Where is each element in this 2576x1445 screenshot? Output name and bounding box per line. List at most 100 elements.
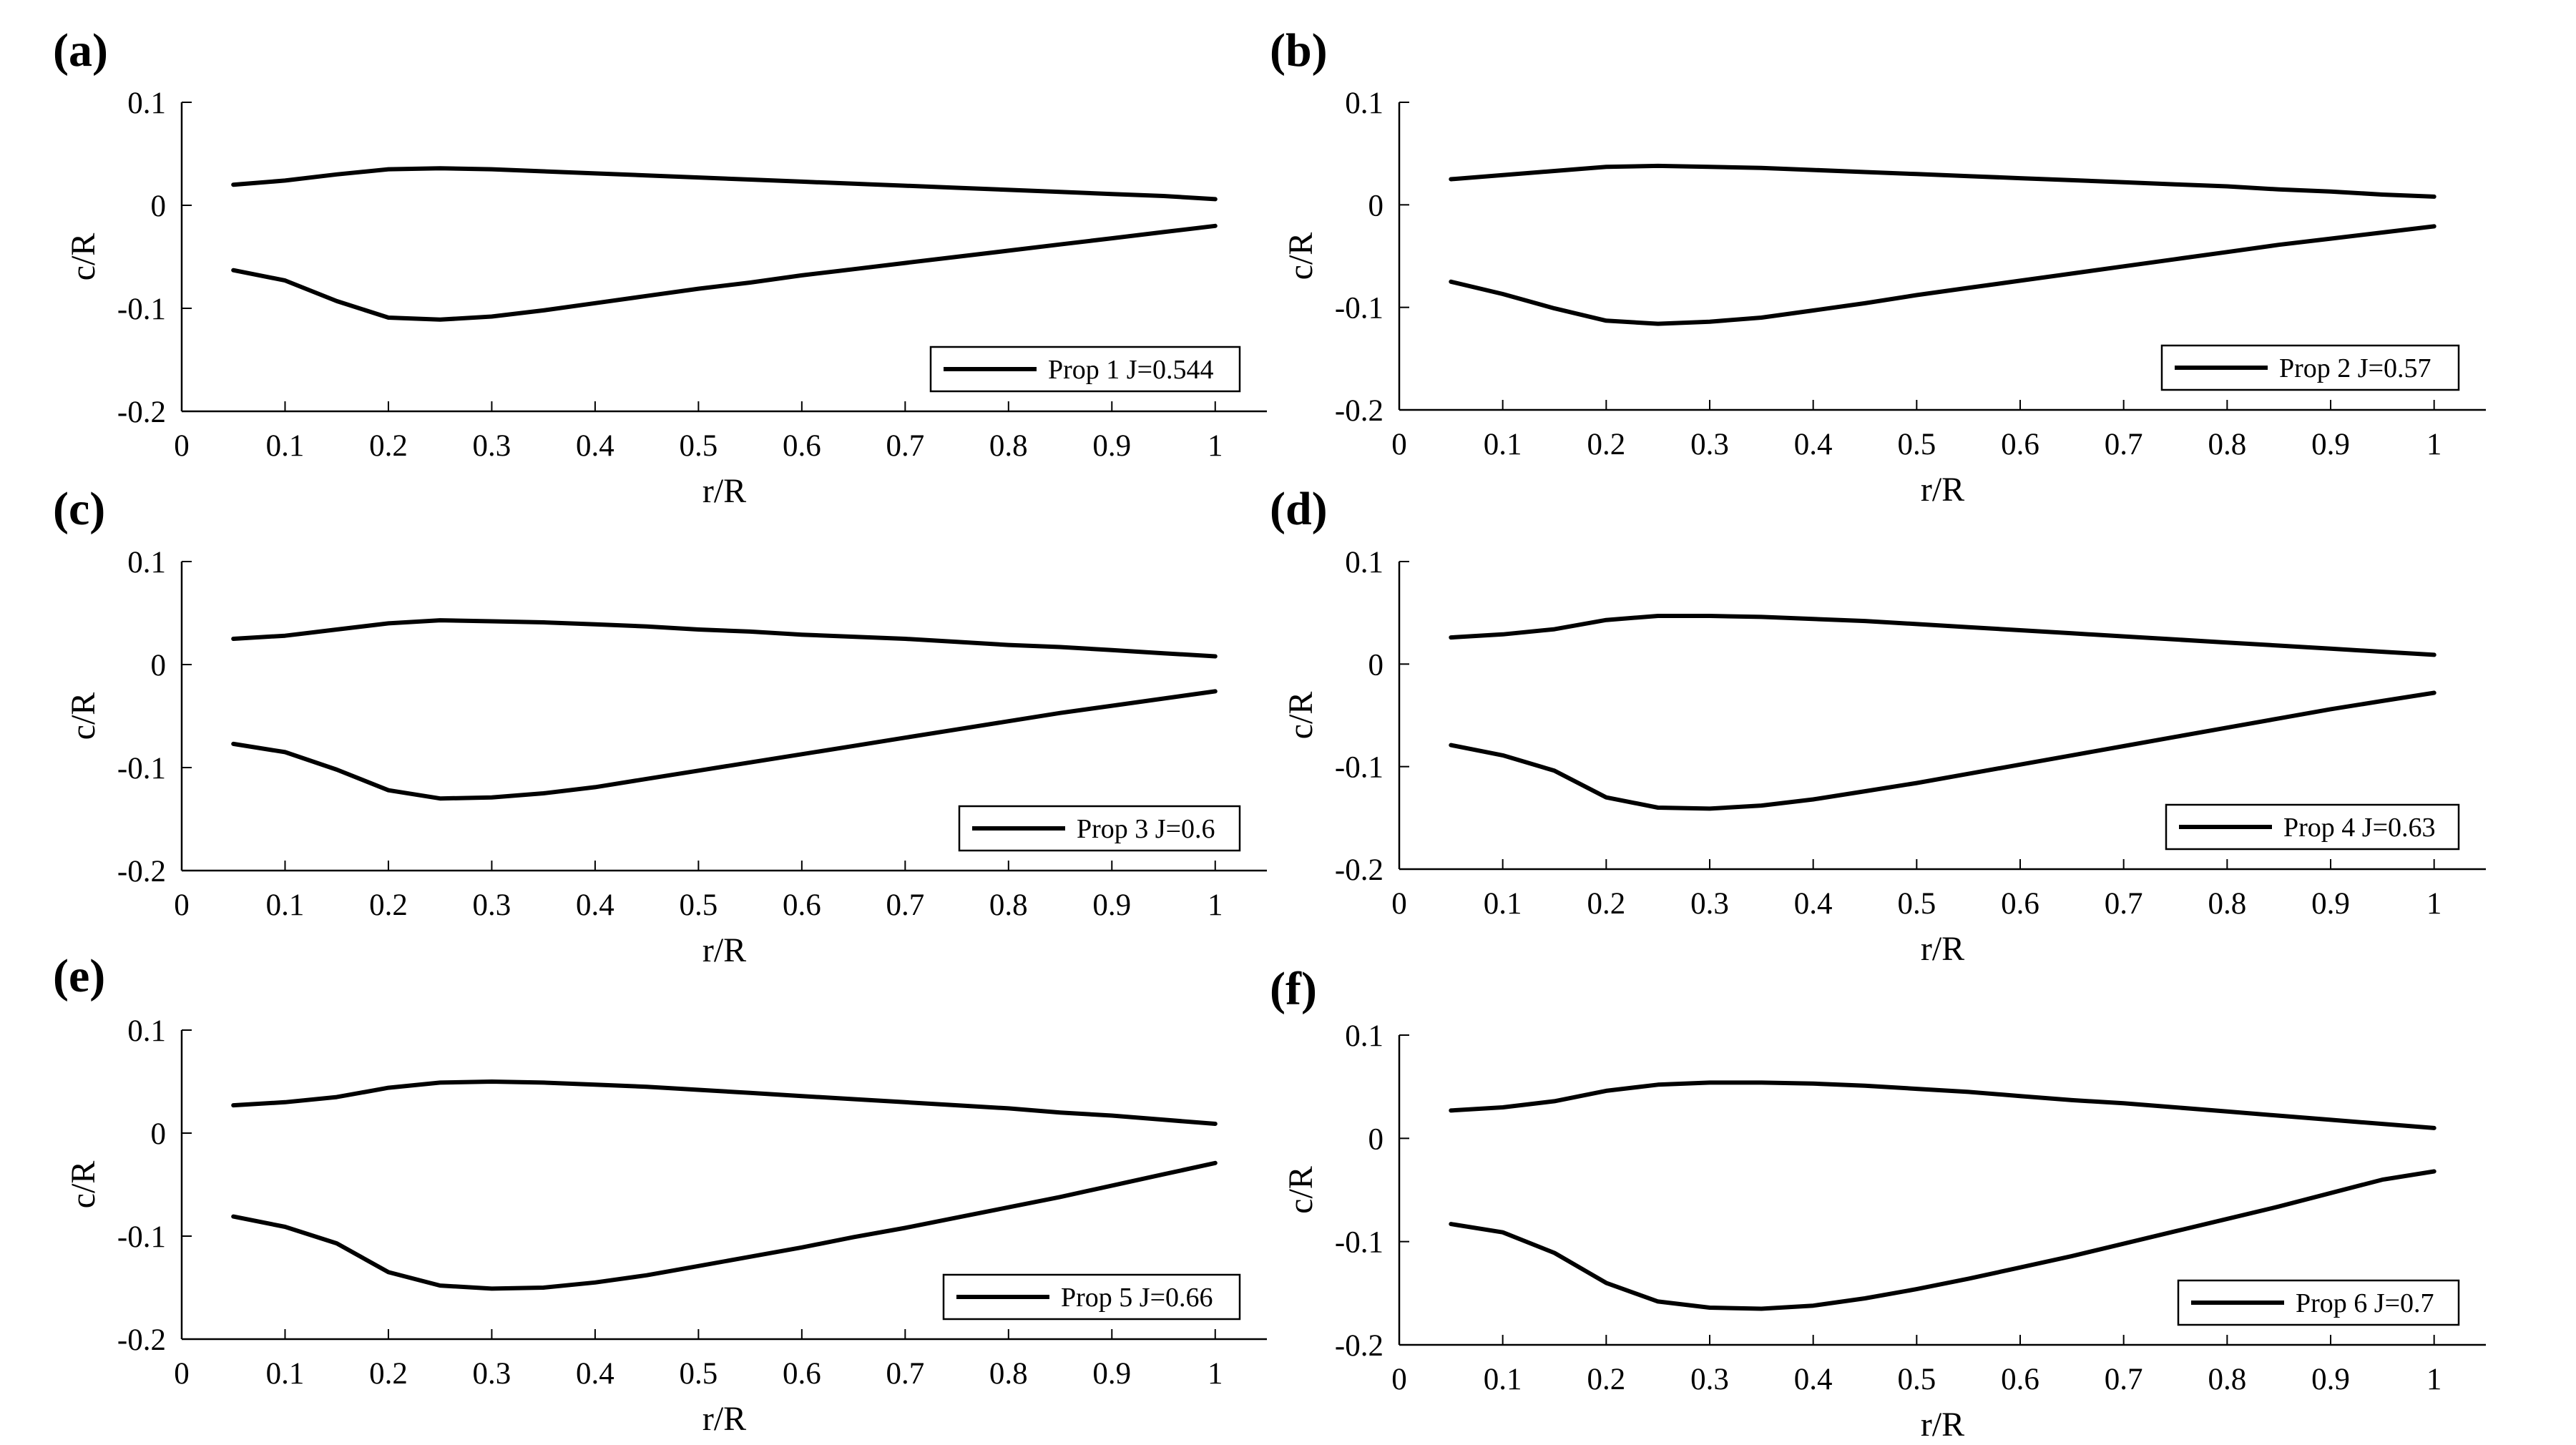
y-tick-label: 0.1 — [127, 87, 166, 120]
x-tick-label: 0.1 — [266, 429, 305, 463]
x-tick-label: 0.8 — [989, 429, 1028, 463]
x-tick-label: 0.3 — [473, 1357, 511, 1391]
legend: Prop 1 J=0.544 — [929, 346, 1241, 393]
x-tick-label: 0.9 — [2311, 1363, 2350, 1396]
x-tick-label: 0.4 — [576, 429, 614, 463]
y-tick-label: -0.1 — [1335, 751, 1384, 785]
panel-c: (c) 0 0.1 0.2 0.3 0.4 0.5 0.6 0.7 0.8 0.9 1 -0.2 -0.1… — [53, 483, 1267, 969]
x-tick-label: 0.4 — [1794, 887, 1833, 921]
x-tick-label: 0 — [174, 888, 190, 922]
x-axis-label: r/R — [1921, 930, 1964, 968]
panel-label: (a) — [53, 24, 108, 77]
legend-box — [958, 805, 1241, 852]
x-axis-label: r/R — [702, 1400, 746, 1438]
x-tick-label: 0 — [174, 1357, 190, 1391]
y-axis-label: c/R — [64, 233, 102, 281]
x-tick-label: 0.2 — [369, 888, 408, 922]
series-line-upper — [231, 166, 1218, 202]
x-tick-label: 0.8 — [989, 888, 1028, 922]
x-tick-label: 1 — [2426, 1363, 2442, 1396]
x-tick-label: 0.4 — [576, 888, 614, 922]
y-tick-label: 0.1 — [127, 546, 166, 579]
series-line-lower — [1449, 224, 2437, 326]
legend-label: Prop 5 J=0.66 — [1061, 1283, 1213, 1313]
series-line-lower — [231, 1160, 1218, 1291]
y-tick-label: 0 — [1368, 648, 1384, 682]
series-line-upper — [231, 1079, 1218, 1126]
x-tick-label: 0 — [174, 429, 190, 463]
y-tick-label: -0.2 — [1335, 1329, 1384, 1363]
y-tick-label: 0 — [1368, 189, 1384, 222]
x-tick-label: 0.2 — [1587, 428, 1625, 461]
x-tick-label: 0.6 — [2001, 887, 2039, 921]
x-tick-label: 0.6 — [783, 429, 821, 463]
x-tick-label: 1 — [1208, 888, 1223, 922]
y-tick-label: 0 — [151, 649, 167, 682]
x-tick-label: 0.3 — [473, 888, 511, 922]
x-tick-label: 0.6 — [2001, 428, 2039, 461]
x-tick-label: 0.9 — [1092, 429, 1131, 463]
x-tick-label: 0.1 — [266, 888, 305, 922]
y-tick-label: -0.1 — [117, 1220, 166, 1254]
x-tick-label: 0 — [1391, 428, 1407, 461]
x-tick-label: 0.1 — [266, 1357, 305, 1391]
y-tick-label: 0 — [151, 1117, 167, 1151]
x-tick-label: 0.6 — [2001, 1363, 2039, 1396]
y-tick-label: -0.2 — [1335, 853, 1384, 887]
x-tick-label: 1 — [1208, 1357, 1223, 1391]
y-tick-label: -0.1 — [117, 293, 166, 326]
x-tick-label: 0.8 — [2208, 887, 2246, 921]
legend: Prop 3 J=0.6 — [958, 805, 1241, 852]
x-tick-label: 0.2 — [1587, 1363, 1625, 1396]
y-tick-label: 0.1 — [1345, 87, 1384, 120]
panel-e: (e) 0 0.1 0.2 0.3 0.4 0.5 0.6 0.7 0.8 0.9 1 -0.2 -0.1… — [53, 950, 1267, 1438]
legend: Prop 6 J=0.7 — [2177, 1279, 2460, 1326]
x-tick-label: 0.5 — [680, 888, 718, 922]
y-axis-label: c/R — [1282, 692, 1320, 740]
x-tick-label: 0.8 — [989, 1357, 1028, 1391]
y-tick-label: -0.2 — [117, 1323, 166, 1357]
legend-label: Prop 4 J=0.63 — [2283, 813, 2436, 843]
x-axis-label: r/R — [702, 472, 746, 510]
legend: Prop 5 J=0.66 — [942, 1273, 1241, 1321]
legend-label: Prop 3 J=0.6 — [1077, 814, 1215, 844]
x-tick-label: 0.6 — [783, 888, 821, 922]
x-tick-label: 0.5 — [1897, 428, 1936, 461]
series-line-lower — [231, 689, 1218, 801]
x-tick-label: 0.2 — [369, 1357, 408, 1391]
x-tick-label: 1 — [1208, 429, 1223, 463]
x-tick-label: 0.1 — [1484, 1363, 1522, 1396]
x-tick-label: 0.3 — [1690, 428, 1729, 461]
panel-f: (f) 0 0.1 0.2 0.3 0.4 0.5 0.6 0.7 0.8 0.9 1 -0.2 -0.1… — [1270, 963, 2486, 1444]
legend: Prop 4 J=0.63 — [2165, 803, 2460, 851]
x-tick-label: 0.7 — [2105, 887, 2143, 921]
x-tick-label: 0 — [1391, 1363, 1407, 1396]
x-tick-label: 1 — [2426, 428, 2442, 461]
series-line-upper — [1449, 614, 2437, 657]
x-tick-label: 0.9 — [1092, 1357, 1131, 1391]
series-line-lower — [1449, 1169, 2437, 1311]
x-tick-label: 0.3 — [1690, 887, 1729, 921]
x-tick-label: 0.3 — [1690, 1363, 1729, 1396]
x-tick-label: 0.5 — [1897, 887, 1936, 921]
x-tick-label: 0.7 — [886, 1357, 924, 1391]
y-tick-label: 0 — [1368, 1122, 1384, 1156]
x-tick-label: 0.5 — [680, 1357, 718, 1391]
x-tick-label: 0.9 — [2311, 887, 2350, 921]
panel-label: (b) — [1270, 24, 1328, 77]
x-tick-label: 0.5 — [1897, 1363, 1936, 1396]
x-tick-label: 0.1 — [1484, 887, 1522, 921]
series-line-lower — [231, 223, 1218, 322]
legend-label: Prop 1 J=0.544 — [1048, 355, 1214, 385]
y-tick-label: 0 — [151, 190, 167, 223]
panel-label: (e) — [53, 950, 105, 1002]
y-tick-label: -0.2 — [1335, 394, 1384, 428]
x-tick-label: 0.7 — [2105, 1363, 2143, 1396]
x-tick-label: 0.8 — [2208, 1363, 2246, 1396]
x-tick-label: 0.4 — [1794, 1363, 1833, 1396]
x-tick-label: 0.7 — [2105, 428, 2143, 461]
series-line-upper — [1449, 163, 2437, 199]
legend-label: Prop 6 J=0.7 — [2296, 1288, 2434, 1318]
x-tick-label: 0.4 — [576, 1357, 614, 1391]
x-tick-label: 0.7 — [886, 888, 924, 922]
